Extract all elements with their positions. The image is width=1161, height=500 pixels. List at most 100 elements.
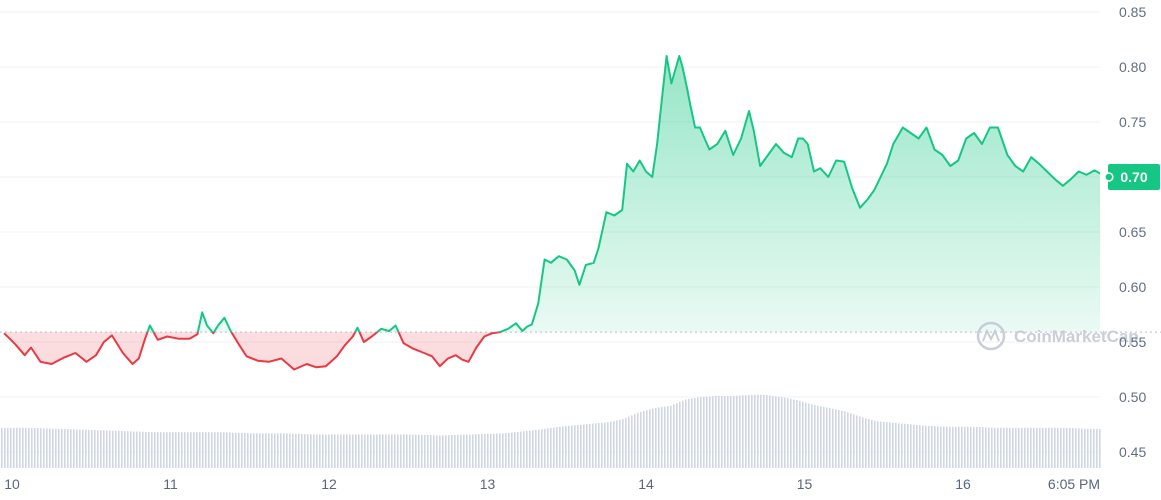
volume-bar bbox=[595, 423, 597, 468]
volume-bar bbox=[598, 423, 600, 468]
volume-bar bbox=[136, 431, 138, 468]
volume-bar bbox=[775, 396, 777, 468]
volume-bar bbox=[778, 396, 780, 468]
volume-bar bbox=[385, 434, 387, 468]
volume-bar bbox=[67, 429, 69, 468]
volume-bar bbox=[862, 417, 864, 468]
volume-bar bbox=[28, 427, 30, 468]
volume-bar bbox=[859, 416, 861, 468]
volume-bar bbox=[271, 433, 273, 468]
volume-bar bbox=[658, 407, 660, 468]
volume-bar bbox=[907, 424, 909, 468]
volume-bar bbox=[880, 421, 882, 468]
volume-bar bbox=[904, 423, 906, 468]
volume-bar bbox=[1093, 428, 1095, 468]
volume-bar bbox=[265, 433, 267, 468]
volume-bar bbox=[763, 394, 765, 468]
volume-bar bbox=[283, 433, 285, 468]
volume-bar bbox=[328, 434, 330, 468]
x-axis: 10 11 12 13 14 15 16 6:05 PM bbox=[4, 476, 1100, 492]
volume-bar bbox=[475, 434, 477, 468]
volume-bar bbox=[280, 433, 282, 468]
volume-bar bbox=[1024, 427, 1026, 468]
volume-bar bbox=[472, 434, 474, 468]
volume-bar bbox=[43, 428, 45, 468]
volume-bar bbox=[721, 395, 723, 468]
volume-bar bbox=[217, 432, 219, 468]
volume-bar bbox=[817, 405, 819, 468]
volume-bar bbox=[835, 409, 837, 468]
volume-bar bbox=[592, 423, 594, 468]
volume-bar bbox=[325, 434, 327, 468]
volume-bar bbox=[205, 432, 207, 468]
volume-bar bbox=[538, 429, 540, 468]
volume-bar bbox=[1066, 427, 1068, 468]
volume-bar bbox=[874, 420, 876, 468]
volume-bar bbox=[382, 434, 384, 468]
volume-bar bbox=[61, 428, 63, 468]
volume-bar bbox=[808, 403, 810, 468]
volume-bar bbox=[697, 397, 699, 468]
volume-bar bbox=[193, 432, 195, 468]
volume-bar bbox=[484, 433, 486, 468]
volume-bar bbox=[847, 412, 849, 468]
volume-bar bbox=[523, 431, 525, 468]
volume-bar bbox=[1090, 428, 1092, 468]
volume-bar bbox=[517, 431, 519, 468]
volume-bar bbox=[754, 394, 756, 468]
volume-bar bbox=[166, 432, 168, 468]
volume-bar bbox=[457, 434, 459, 468]
volume-bar bbox=[433, 435, 435, 468]
volume-bar bbox=[79, 429, 81, 468]
volume-bar bbox=[319, 434, 321, 468]
volume-bar bbox=[94, 430, 96, 468]
volume-bar bbox=[25, 427, 27, 468]
volume-bar bbox=[1021, 427, 1023, 468]
volume-bar bbox=[361, 434, 363, 468]
volume-bar bbox=[685, 399, 687, 468]
volume-bar bbox=[628, 416, 630, 468]
volume-bar bbox=[586, 424, 588, 468]
volume-bar bbox=[334, 434, 336, 468]
volume-bar bbox=[589, 423, 591, 468]
y-axis: 0.45 0.50 0.55 0.60 0.65 0.70 0.75 0.80 0.85 bbox=[1119, 4, 1146, 460]
volume-bar bbox=[1075, 428, 1077, 468]
volume-bar bbox=[934, 426, 936, 468]
volume-bar bbox=[220, 432, 222, 468]
volume-bar bbox=[1012, 427, 1014, 468]
volume-bar bbox=[1036, 427, 1038, 468]
volume-bar bbox=[649, 409, 651, 468]
volume-bar bbox=[1039, 427, 1041, 468]
volume-bar bbox=[532, 430, 534, 468]
volume-bar bbox=[1069, 427, 1071, 468]
volume-bar bbox=[46, 428, 48, 468]
volume-bar bbox=[706, 396, 708, 468]
volume-bar bbox=[823, 406, 825, 468]
volume-bar bbox=[682, 400, 684, 468]
volume-bar bbox=[58, 428, 60, 468]
volume-bar bbox=[445, 435, 447, 468]
volume-bar bbox=[868, 419, 870, 468]
volume-bar bbox=[364, 434, 366, 468]
volume-bar bbox=[829, 408, 831, 468]
volume-bar bbox=[604, 422, 606, 468]
y-tick-label: 0.85 bbox=[1119, 4, 1146, 20]
volume-bar bbox=[514, 432, 516, 468]
volume-bar bbox=[286, 433, 288, 468]
watermark-text: CoinMarketCap bbox=[1014, 327, 1139, 346]
current-price-dot bbox=[1104, 172, 1114, 182]
volume-bar bbox=[955, 426, 957, 468]
y-tick-label: 0.60 bbox=[1119, 279, 1146, 295]
volume-bar bbox=[259, 433, 261, 468]
volume-bar bbox=[508, 432, 510, 468]
price-line-up bbox=[146, 55, 1100, 333]
volume-bar bbox=[478, 434, 480, 468]
volume-bar bbox=[112, 430, 114, 468]
volume-bar bbox=[943, 426, 945, 468]
price-area bbox=[4, 56, 1100, 370]
volume-bar bbox=[1081, 428, 1083, 468]
volume-bar bbox=[121, 431, 123, 468]
volume-bar bbox=[970, 426, 972, 468]
volume-bar bbox=[190, 432, 192, 468]
volume-bar bbox=[379, 434, 381, 468]
